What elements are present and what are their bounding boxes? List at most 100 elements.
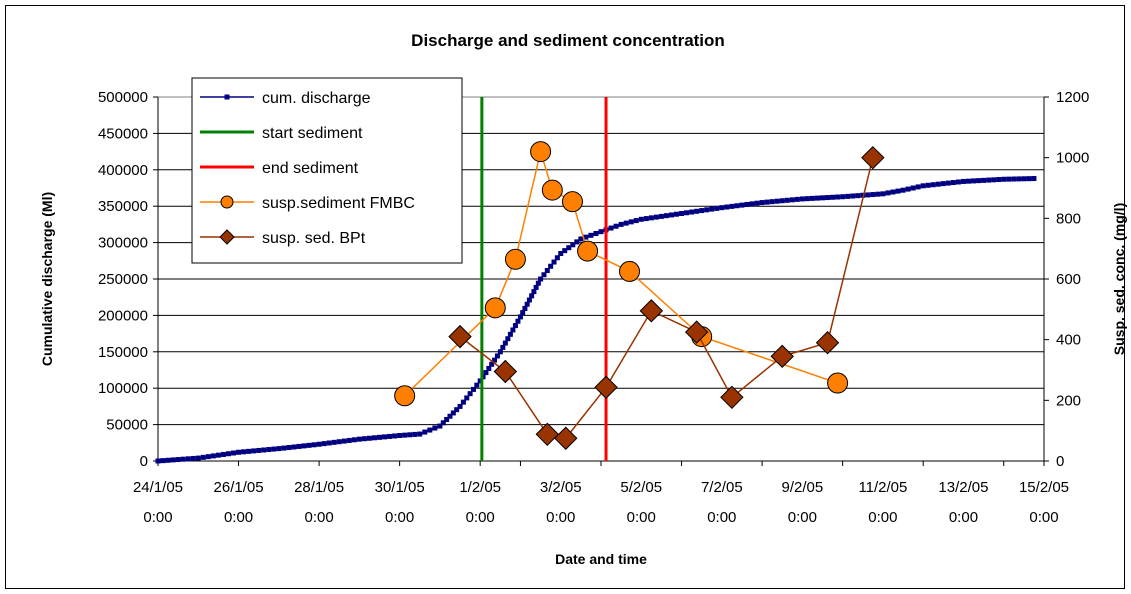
susp-sed-bpt-point: [861, 145, 885, 170]
cum-discharge-point: [205, 454, 211, 460]
cum-discharge-point: [1016, 176, 1022, 182]
cum-discharge-point: [538, 276, 544, 282]
cum-discharge-point: [885, 190, 891, 196]
cum-discharge-point: [291, 444, 297, 450]
cum-discharge-point: [397, 433, 403, 439]
cum-discharge-point: [377, 434, 382, 440]
cum-discharge-point: [799, 196, 805, 202]
cum-discharge-point: [820, 195, 825, 201]
cum-discharge-point: [447, 413, 453, 419]
cum-discharge-point: [789, 197, 795, 203]
cum-discharge-point: [450, 410, 456, 416]
cum-discharge-point: [331, 439, 337, 445]
cum-discharge-point: [925, 182, 931, 188]
cum-discharge-point: [920, 183, 926, 189]
legend-label: cum. discharge: [262, 90, 371, 107]
cum-discharge-point: [566, 245, 572, 251]
cum-discharge-point: [246, 448, 252, 454]
x-tick-label-time: 0:00: [224, 509, 253, 526]
cum-discharge-point: [1001, 176, 1007, 182]
cum-discharge-point: [301, 443, 307, 449]
y-axis-left-label: Cumulative discharge (Ml): [39, 192, 55, 366]
x-tick-label-date: 1/2/05: [459, 479, 501, 496]
cum-discharge-point: [875, 191, 881, 197]
cum-discharge-point: [709, 206, 715, 212]
cum-discharge-point: [638, 216, 644, 222]
cum-discharge-point: [507, 331, 513, 337]
cum-discharge-point: [764, 199, 770, 205]
legend-item-susp-sediment-fmbc: susp.sediment FMBC: [200, 195, 415, 212]
cum-discharge-point: [261, 447, 267, 453]
cum-discharge-point: [840, 194, 846, 200]
cum-discharge-point: [382, 434, 388, 440]
cum-discharge-point: [754, 200, 760, 206]
cum-discharge-point: [558, 251, 564, 257]
series-susp-sediment-fmbc: [394, 141, 849, 407]
cum-discharge-point: [562, 248, 568, 254]
cum-discharge-point: [483, 370, 489, 376]
cum-discharge-point: [402, 432, 408, 438]
cum-discharge-point: [492, 357, 498, 363]
cum-discharge-point: [215, 452, 221, 458]
cum-discharge-point: [744, 201, 750, 207]
cum-discharge-point: [1011, 176, 1017, 182]
cum-discharge-point: [155, 458, 161, 464]
cum-discharge-point: [356, 436, 362, 442]
cum-discharge-point: [759, 200, 765, 206]
cum-discharge-point: [935, 181, 941, 187]
cum-discharge-point: [960, 178, 966, 184]
chart-title: Discharge and sediment concentration: [411, 31, 725, 50]
cum-discharge-point: [200, 454, 206, 460]
cum-discharge-point: [286, 445, 292, 451]
y-left-tick-label: 150000: [98, 344, 148, 361]
cum-discharge-point: [175, 457, 181, 463]
cum-discharge-point: [554, 255, 560, 261]
cum-discharge-point: [460, 399, 466, 405]
cum-discharge-point: [517, 314, 523, 320]
cum-discharge-point: [663, 213, 669, 219]
cum-discharge-point: [739, 202, 745, 208]
cum-discharge-point: [457, 403, 463, 409]
legend-swatch-marker: [224, 94, 230, 100]
cum-discharge-point: [510, 327, 516, 333]
cum-discharge-point: [835, 194, 841, 200]
cum-discharge-point: [440, 420, 446, 426]
cum-discharge-point: [945, 180, 951, 186]
susp-sed-bpt-point: [720, 385, 744, 410]
cum-discharge-point: [524, 301, 530, 307]
cum-discharge-point: [674, 211, 680, 217]
cum-discharge-point: [422, 429, 428, 435]
cum-discharge-point: [351, 437, 357, 443]
series-layer: [155, 97, 1037, 464]
cum-discharge-point: [392, 433, 398, 439]
cum-discharge-point: [474, 382, 480, 388]
x-tick-label-time: 0:00: [707, 509, 736, 526]
susp-sed-bpt-point: [684, 320, 709, 344]
cum-discharge-point: [336, 439, 342, 445]
cum-discharge-point: [180, 456, 186, 462]
cum-discharge-point: [689, 209, 695, 215]
legend: cum. discharge start sediment end sediment…: [191, 77, 463, 264]
legend-label: start sediment: [262, 125, 363, 142]
cum-discharge-point: [321, 441, 327, 447]
cum-discharge-point: [930, 182, 936, 188]
cum-discharge-point: [865, 192, 871, 198]
x-tick-label-date: 13/2/05: [938, 479, 988, 496]
y-right-tick-label: 800: [1056, 210, 1081, 227]
susp-sed-bpt-point: [815, 330, 840, 355]
cum-discharge-point: [210, 453, 216, 459]
cum-discharge-point: [965, 178, 971, 184]
cum-discharge-point: [679, 210, 685, 216]
cum-discharge-point: [905, 186, 911, 192]
cum-discharge-point: [541, 272, 547, 278]
y-right-tick-label: 400: [1056, 332, 1081, 349]
susp-sediment-fmbc-point: [394, 385, 416, 407]
cum-discharge-point: [494, 353, 500, 359]
cum-discharge-point: [236, 449, 242, 455]
x-tick-label-time: 0:00: [546, 509, 575, 526]
cum-discharge-point: [190, 455, 196, 461]
cum-discharge-point: [593, 231, 599, 236]
y-axis-right: 0 200 400 600 800 1000 1200: [1043, 89, 1089, 470]
x-tick-label-time: 0:00: [143, 509, 172, 526]
cum-discharge-point: [1026, 176, 1032, 182]
